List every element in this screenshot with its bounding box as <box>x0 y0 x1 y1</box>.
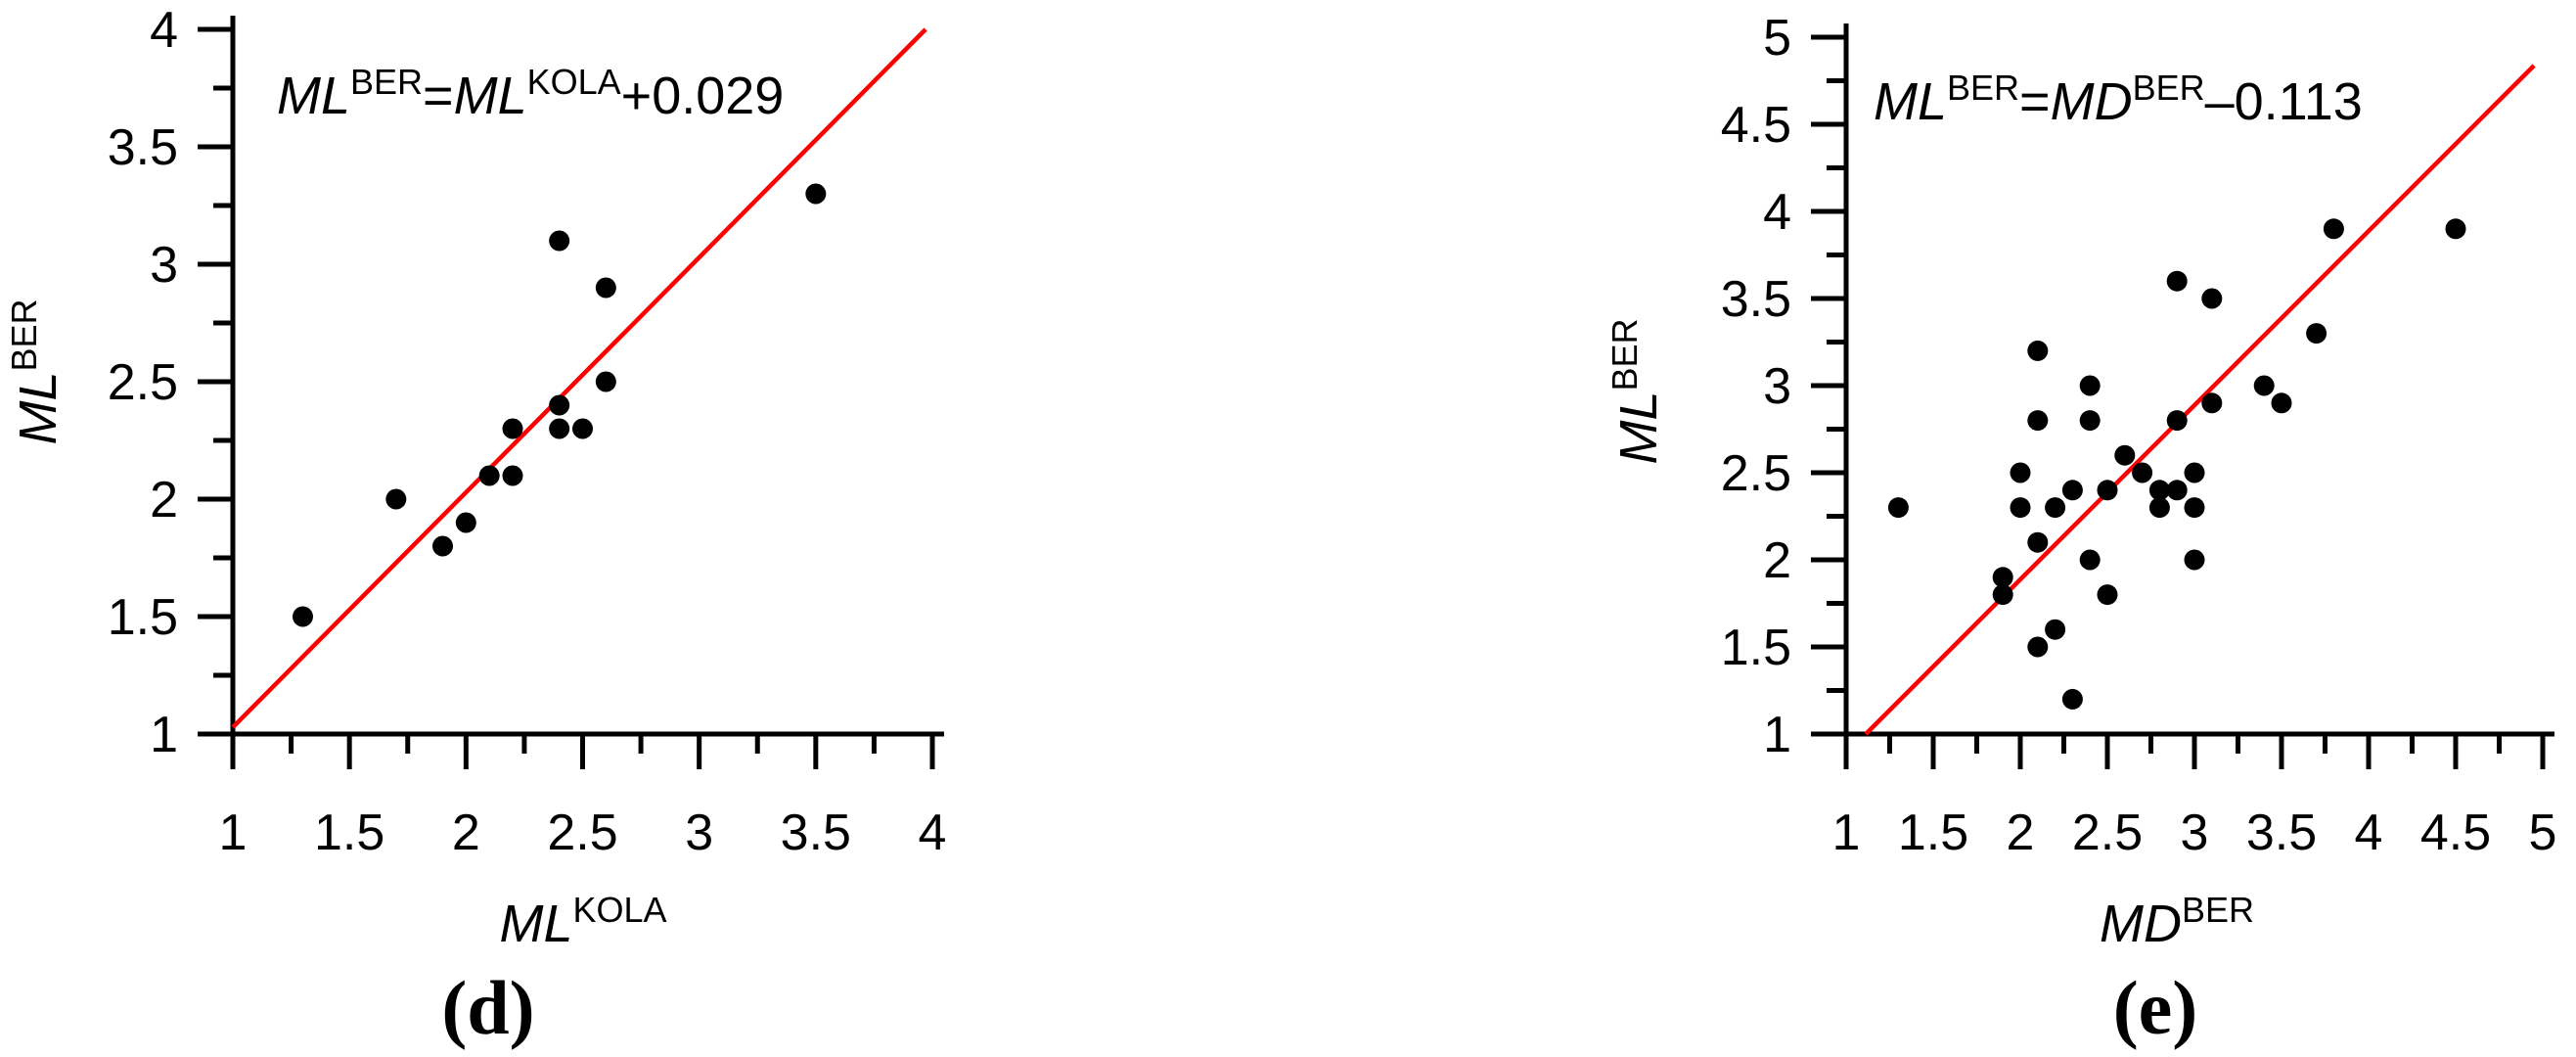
x-tick-label: 3.5 <box>2246 804 2317 861</box>
data-point <box>2148 497 2170 519</box>
y-tick-label: 2.5 <box>1721 445 1791 502</box>
y-tick-label: 1 <box>150 707 178 763</box>
y-tick-label: 4 <box>1763 184 1791 241</box>
data-point <box>2184 497 2205 519</box>
panel-caption-e: (e) <box>2112 965 2198 1050</box>
data-point <box>2184 462 2205 483</box>
y-tick-label: 5 <box>1763 10 1791 67</box>
data-point <box>2201 288 2223 309</box>
y-axis-label: MLBER <box>4 299 68 444</box>
data-point <box>549 394 570 416</box>
data-point <box>2027 531 2049 553</box>
data-point <box>2097 584 2118 606</box>
data-point <box>2079 375 2101 396</box>
data-point <box>2061 480 2083 501</box>
x-tick-label: 2 <box>2007 804 2035 861</box>
panel-caption-d: (d) <box>441 965 535 1050</box>
data-point <box>2201 392 2223 414</box>
y-tick-label: 1 <box>1763 707 1791 763</box>
data-point <box>2027 340 2049 361</box>
x-axis-label: MLKOLA <box>499 890 666 953</box>
data-point <box>2114 444 2136 466</box>
y-tick-label: 3 <box>1763 358 1791 415</box>
data-point <box>2148 480 2170 501</box>
data-point <box>595 277 616 299</box>
data-point <box>2027 636 2049 658</box>
data-point <box>2323 218 2344 240</box>
data-point <box>549 418 570 439</box>
equation-label: MLBER=MLKOLA+0.029 <box>277 62 784 125</box>
x-tick-label: 4 <box>2355 804 2383 861</box>
data-point <box>805 183 827 205</box>
x-tick-label: 1 <box>1832 804 1861 861</box>
data-point <box>1887 497 1909 519</box>
y-tick-label: 3 <box>150 237 178 294</box>
x-tick-label: 1 <box>219 804 248 861</box>
data-point <box>2079 549 2101 571</box>
y-tick-label: 1.5 <box>1721 620 1791 676</box>
x-tick-label: 1.5 <box>1898 804 1968 861</box>
x-tick-label: 5 <box>2529 804 2557 861</box>
fit-line <box>1864 64 2536 736</box>
data-point <box>1992 567 2013 588</box>
data-point <box>478 465 500 486</box>
data-point <box>2271 392 2292 414</box>
y-tick-label: 2 <box>1763 532 1791 589</box>
x-tick-label: 2 <box>452 804 480 861</box>
data-point <box>2166 270 2188 292</box>
data-point <box>2010 497 2031 519</box>
data-point <box>455 512 476 533</box>
y-tick-label: 3.5 <box>108 119 178 176</box>
y-tick-label: 1.5 <box>108 589 178 646</box>
data-point <box>549 230 570 252</box>
y-axis-label: MLBER <box>1604 318 1668 464</box>
data-point <box>2027 410 2049 432</box>
data-point <box>2132 462 2153 483</box>
x-axis-label: MDBER <box>2100 890 2254 953</box>
data-point <box>431 535 453 557</box>
x-tick-label: 3.5 <box>781 804 851 861</box>
data-point <box>2010 462 2031 483</box>
x-tick-label: 3 <box>685 804 713 861</box>
data-point <box>2184 549 2205 571</box>
x-tick-label: 4 <box>919 804 947 861</box>
data-point <box>385 488 407 510</box>
data-point <box>502 465 523 486</box>
data-point <box>571 418 593 439</box>
data-point <box>2306 323 2327 345</box>
data-point <box>2097 480 2118 501</box>
data-point <box>2061 688 2083 710</box>
data-point <box>2045 497 2066 519</box>
data-point <box>2045 619 2066 640</box>
data-point <box>2253 375 2275 396</box>
data-point <box>2079 410 2101 432</box>
fit-line <box>231 27 927 729</box>
x-tick-label: 4.5 <box>2420 804 2491 861</box>
data-point <box>595 371 616 392</box>
x-tick-label: 1.5 <box>314 804 384 861</box>
y-tick-label: 2.5 <box>108 354 178 411</box>
y-tick-label: 4 <box>150 2 178 59</box>
y-tick-label: 2 <box>150 472 178 528</box>
x-tick-label: 2.5 <box>547 804 617 861</box>
data-point <box>2166 480 2188 501</box>
data-point <box>502 418 523 439</box>
data-point <box>2445 218 2466 240</box>
x-tick-label: 3 <box>2181 804 2209 861</box>
y-tick-label: 3.5 <box>1721 271 1791 328</box>
data-point <box>292 606 313 627</box>
x-tick-label: 2.5 <box>2072 804 2143 861</box>
equation-label: MLBER=MDBER–0.113 <box>1874 68 2363 131</box>
y-tick-label: 4.5 <box>1721 97 1791 154</box>
data-point <box>1992 584 2013 606</box>
data-point <box>2166 410 2188 432</box>
